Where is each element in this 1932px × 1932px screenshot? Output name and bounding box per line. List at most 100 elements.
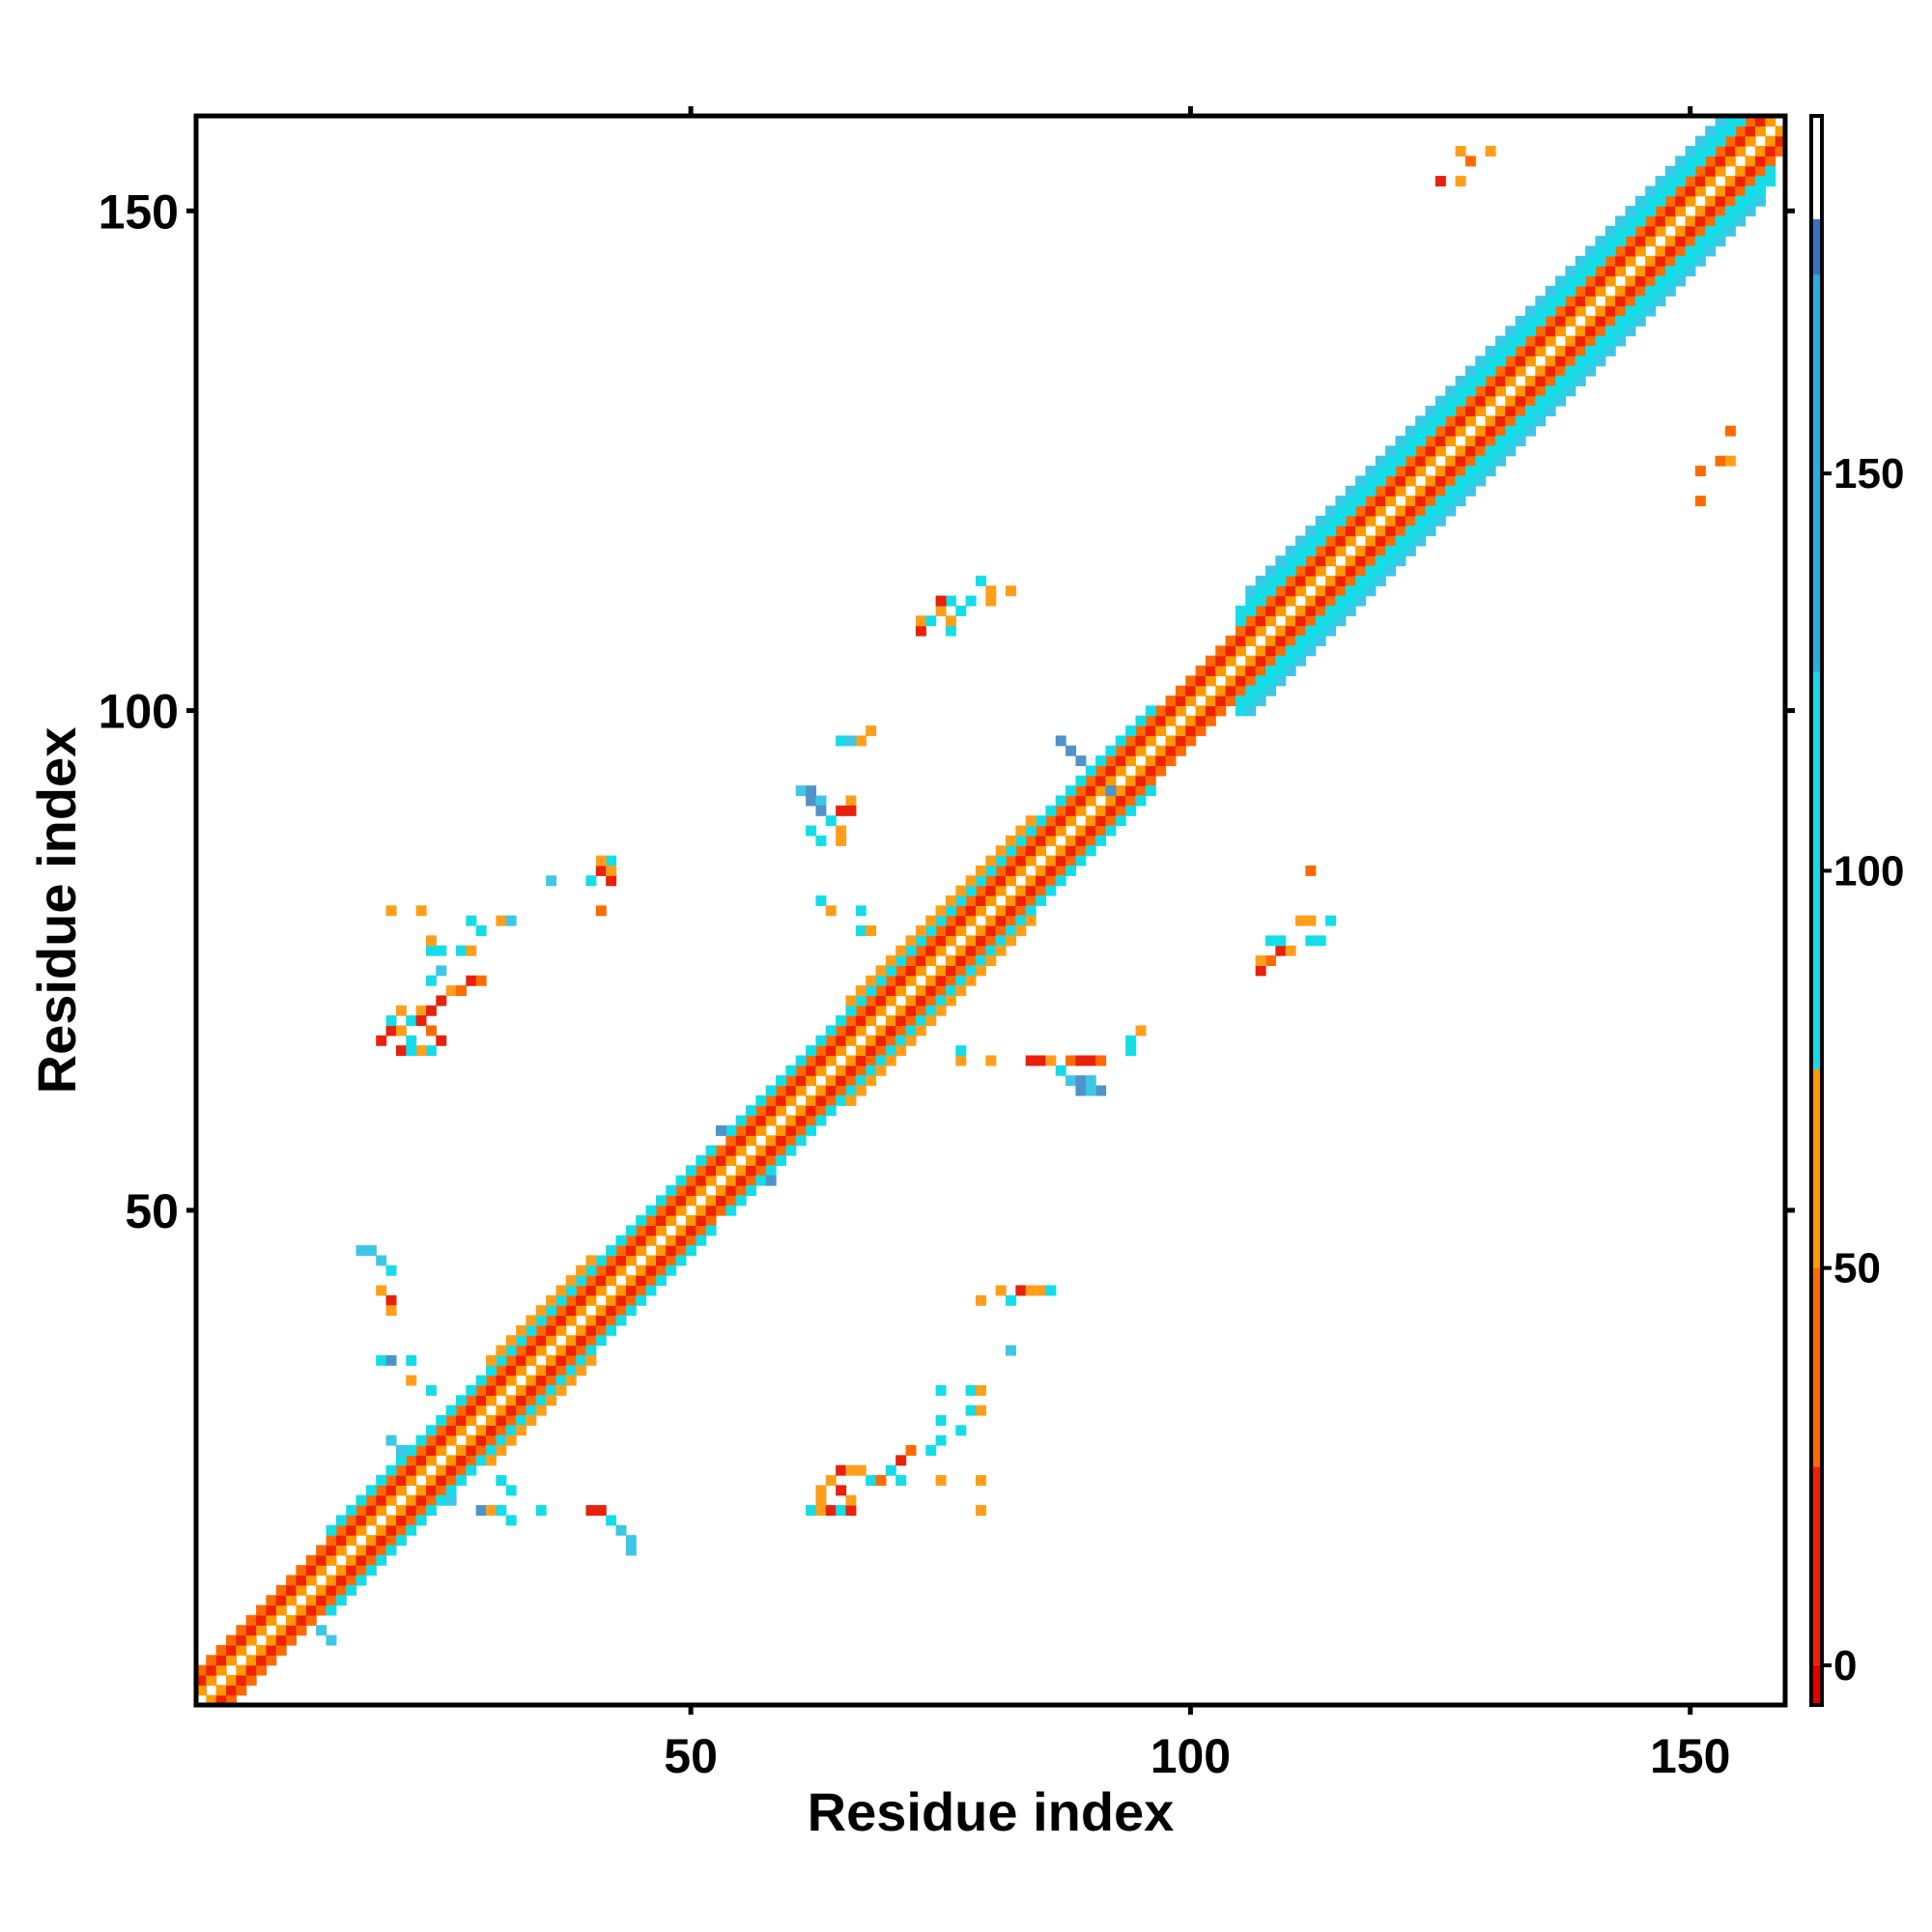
heatmap-cell-band [1245, 595, 1257, 607]
heatmap-cell-diagonal [1015, 905, 1027, 917]
heatmap-cell-band [1395, 436, 1406, 447]
heatmap-cell-band [895, 1035, 907, 1046]
heatmap-cell-diagonal [1535, 385, 1547, 397]
heatmap-cell-diagonal [855, 1045, 867, 1057]
heatmap-cell-band [845, 1085, 857, 1096]
heatmap-cell-diagonal [1325, 555, 1337, 567]
heatmap-cell-band [1345, 585, 1356, 597]
heatmap-cell-band [925, 925, 937, 936]
heatmap-cell-diagonal [1145, 755, 1156, 767]
heatmap-cell-contact [1265, 935, 1276, 947]
heatmap-cell-diagonal [496, 1375, 507, 1386]
heatmap-cell-diagonal [1455, 415, 1466, 427]
heatmap-cell-band [625, 1225, 637, 1236]
heatmap-cell-diagonal [705, 1154, 717, 1166]
heatmap-cell-diagonal [455, 1414, 467, 1426]
heatmap-cell-diagonal [776, 1124, 787, 1136]
heatmap-cell-diagonal [576, 1345, 587, 1356]
heatmap-cell-diagonal [546, 1324, 557, 1336]
heatmap-cell-diagonal [535, 1335, 547, 1347]
heatmap-cell-band [1305, 645, 1317, 657]
heatmap-cell-band [1245, 705, 1257, 717]
heatmap-cell-band [1724, 206, 1736, 217]
heatmap-cell-diagonal [226, 1685, 237, 1696]
heatmap-cell-band [1585, 266, 1597, 277]
heatmap-cell-diagonal [1705, 195, 1717, 207]
heatmap-cell-diagonal [1315, 555, 1326, 567]
heatmap-cell-band [1455, 375, 1466, 386]
heatmap-cell-diagonal [406, 1515, 417, 1526]
heatmap-cell-contact [845, 1494, 857, 1506]
heatmap-cell-diagonal [1445, 415, 1457, 427]
heatmap-cell-band [1675, 176, 1687, 187]
heatmap-cell-diagonal [1455, 466, 1466, 477]
heatmap-cell-diagonal [995, 875, 1007, 887]
heatmap-cell-band [1405, 526, 1416, 537]
heatmap-cell-diagonal [1105, 795, 1117, 807]
heatmap-cell-diagonal [296, 1565, 307, 1577]
heatmap-cell-diagonal [1724, 185, 1736, 197]
heatmap-cell-band [455, 1395, 467, 1406]
x-tick-label: 150 [1650, 1729, 1730, 1783]
heatmap-cell-contact [895, 1455, 907, 1466]
heatmap-cell-diagonal [535, 1375, 547, 1386]
heatmap-cell-diagonal [815, 1085, 827, 1096]
heatmap-cell-band [1375, 555, 1386, 567]
heatmap-cell-diagonal [296, 1614, 307, 1626]
heatmap-cell-diagonal [1464, 436, 1476, 447]
heatmap-cell-contact [1305, 935, 1317, 947]
heatmap-cell-contact [935, 1435, 947, 1446]
heatmap-cell-diagonal [975, 935, 986, 947]
heatmap-cell-diagonal [696, 1165, 707, 1177]
heatmap-cell-diagonal [1275, 625, 1287, 637]
heatmap-cell-diagonal [915, 985, 926, 997]
heatmap-cell-diagonal [905, 1005, 917, 1016]
heatmap-cell-diagonal [965, 955, 977, 967]
heatmap-cell-diagonal [1365, 515, 1377, 526]
heatmap-cell-band [955, 985, 967, 997]
heatmap-cell-band [415, 1515, 427, 1526]
heatmap-cell-band [385, 1464, 397, 1476]
heatmap-cell-diagonal [1165, 735, 1177, 747]
heatmap-cell-diagonal [305, 1565, 317, 1577]
heatmap-cell-band [535, 1395, 547, 1406]
heatmap-cell-contact [866, 925, 877, 936]
heatmap-cell-diagonal [1425, 496, 1436, 507]
heatmap-cell-diagonal [1775, 135, 1786, 147]
heatmap-cell-band [1715, 225, 1726, 237]
heatmap-cell-diagonal [445, 1464, 457, 1476]
heatmap-cell-band [1685, 266, 1696, 277]
heatmap-cell-band [1395, 555, 1406, 567]
heatmap-cell-diagonal [1405, 466, 1416, 477]
heatmap-cell-diagonal [1464, 395, 1476, 407]
heatmap-cell-diagonal [855, 1005, 867, 1016]
heatmap-cell-diagonal [395, 1505, 407, 1517]
heatmap-cell-diagonal [1464, 455, 1476, 467]
heatmap-cell-diagonal [1425, 475, 1436, 487]
heatmap-cell-diagonal [915, 945, 926, 956]
heatmap-cell-diagonal [995, 865, 1007, 876]
heatmap-cell-diagonal [735, 1135, 747, 1147]
heatmap-cell-band [546, 1294, 557, 1306]
heatmap-cell-band [1455, 496, 1466, 507]
heatmap-cell-diagonal [675, 1205, 687, 1216]
heatmap-cell-contact [825, 1505, 837, 1517]
heatmap-cell-band [1425, 415, 1436, 427]
heatmap-cell-band [705, 1225, 717, 1236]
heatmap-cell-diagonal [1515, 345, 1526, 356]
heatmap-cell-diagonal [1505, 415, 1517, 427]
heatmap-cell-band [335, 1595, 347, 1606]
heatmap-cell-band [1724, 116, 1736, 127]
heatmap-cell-diagonal [1685, 236, 1696, 247]
heatmap-cell-diagonal [256, 1664, 268, 1676]
heatmap-cell-contact [385, 905, 397, 917]
heatmap-cell-band [395, 1455, 407, 1466]
heatmap-cell-diagonal [1405, 475, 1416, 487]
heatmap-cell-diagonal [1335, 585, 1347, 597]
heatmap-cell-diagonal [1195, 705, 1207, 717]
heatmap-cell-diagonal [1115, 785, 1126, 797]
heatmap-cell-contact [436, 995, 447, 1007]
heatmap-cell-contact [955, 1045, 967, 1057]
heatmap-cell-diagonal [1055, 855, 1066, 867]
heatmap-cell-diagonal [1685, 215, 1696, 227]
